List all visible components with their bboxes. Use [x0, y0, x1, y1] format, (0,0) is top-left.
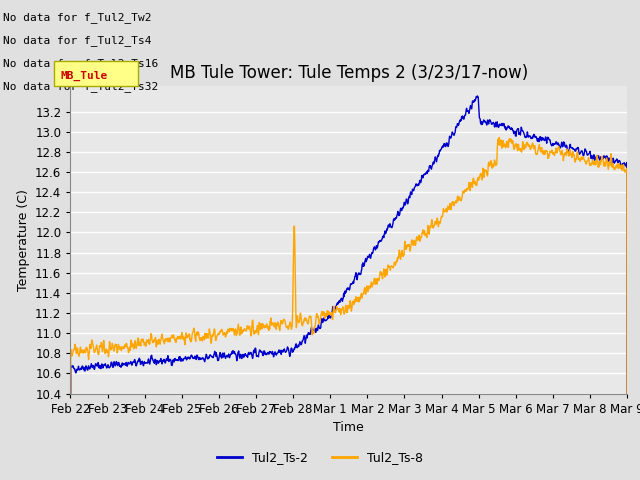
Tul2_Ts-2 — [190, 355, 198, 360]
Tul2_Ts-8 — [253, 329, 260, 335]
Tul2_Ts-2 — [474, 93, 481, 99]
Text: No data for f_Tul2_Tw2: No data for f_Tul2_Tw2 — [3, 12, 152, 23]
Tul2_Ts-2 — [557, 141, 565, 146]
Text: No data for f_Tul2_Ts4: No data for f_Tul2_Ts4 — [3, 35, 152, 46]
Tul2_Ts-2 — [508, 126, 516, 132]
Tul2_Ts-8 — [190, 327, 198, 333]
Text: No data for f_Tul2_Ts32: No data for f_Tul2_Ts32 — [3, 81, 159, 92]
Tul2_Ts-2 — [177, 357, 184, 362]
Text: No data for f_Tul2_Ts16: No data for f_Tul2_Ts16 — [3, 58, 159, 69]
Tul2_Ts-8 — [495, 134, 503, 140]
Y-axis label: Temperature (C): Temperature (C) — [17, 189, 29, 291]
Tul2_Ts-8 — [177, 336, 184, 342]
Tul2_Ts-2 — [253, 354, 260, 360]
Legend: Tul2_Ts-2, Tul2_Ts-8: Tul2_Ts-2, Tul2_Ts-8 — [212, 446, 428, 469]
Tul2_Ts-8 — [557, 151, 565, 156]
Line: Tul2_Ts-2: Tul2_Ts-2 — [70, 96, 627, 480]
Text: MB_Tule: MB_Tule — [61, 71, 108, 81]
Tul2_Ts-8 — [508, 139, 516, 145]
Title: MB Tule Tower: Tule Temps 2 (3/23/17-now): MB Tule Tower: Tule Temps 2 (3/23/17-now… — [170, 64, 528, 82]
Tul2_Ts-8 — [435, 219, 443, 225]
Line: Tul2_Ts-8: Tul2_Ts-8 — [70, 137, 627, 480]
X-axis label: Time: Time — [333, 421, 364, 434]
Tul2_Ts-2 — [435, 151, 443, 157]
